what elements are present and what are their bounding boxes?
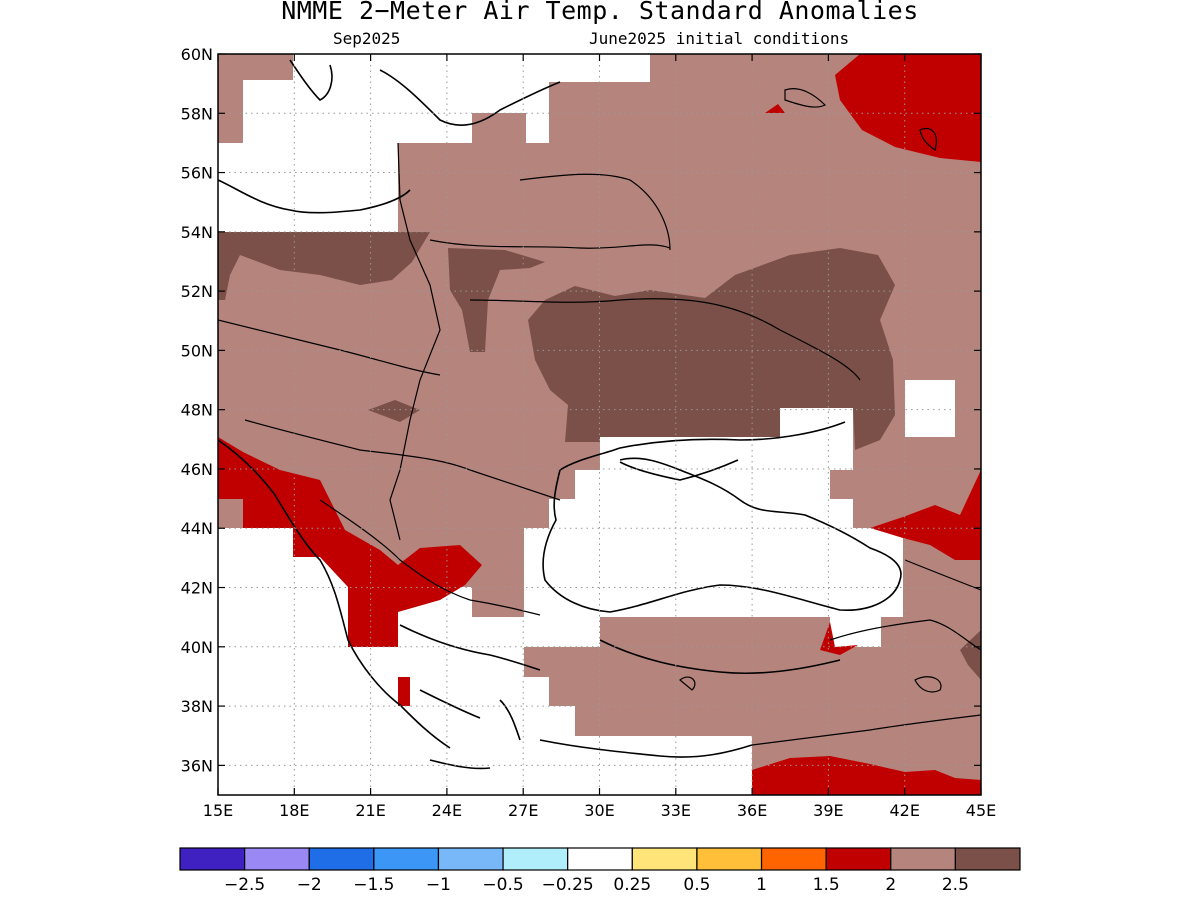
map-fill-layer [218, 54, 981, 795]
colorbar-swatch [179, 847, 246, 871]
anomaly-region-dark-caucasus [960, 630, 981, 680]
anomaly-region-red-syria [752, 756, 981, 795]
lat-tick-label: 36N [181, 756, 213, 775]
lat-tick-label: 56N [181, 164, 213, 183]
subtitle-valid-month: Sep2025 [333, 29, 401, 48]
anomaly-region-dark-hungary [368, 400, 420, 422]
lat-tick-label: 50N [181, 341, 213, 360]
lakes-layer [679, 88, 942, 693]
colorbar: −2.5 −2 −1.5 −1 −0.5 −0.25 0.25 0.5 1 1.5 2 2.5 [179, 847, 1021, 895]
lon-tick-label: 27E [508, 801, 538, 820]
lat-tick-label: 48N [181, 401, 213, 420]
anomaly-region-red-greece [398, 677, 410, 706]
lon-tick-label: 18E [279, 801, 309, 820]
coastline-layer [218, 59, 902, 770]
lon-tick-label: 24E [432, 801, 462, 820]
colorbar-swatch [567, 847, 633, 871]
colorbar-label: 1.5 [813, 875, 840, 895]
lat-tick-label: 54N [181, 223, 213, 242]
anomaly-region-red-moscow [765, 104, 785, 113]
colorbar-swatch [760, 847, 827, 871]
lon-tick-label: 42E [889, 801, 919, 820]
lat-tick-label: 40N [181, 638, 213, 657]
lat-tick-label: 38N [181, 697, 213, 716]
lon-tick-label: 45E [966, 801, 996, 820]
latitude-axis: 60N 58N 56N 54N 52N 50N 48N 46N 44N 42N 40N 38N 36N [181, 45, 981, 775]
colorbar-label: 2 [885, 875, 896, 895]
colorbar-label: 0.25 [613, 875, 651, 895]
lon-tick-label: 15E [203, 801, 233, 820]
lon-tick-label: 36E [737, 801, 767, 820]
colorbar-swatch [825, 847, 892, 871]
anomaly-region-dark-west [218, 232, 430, 300]
colorbar-label: 0.5 [683, 875, 710, 895]
colorbar-label: −1.5 [353, 875, 394, 895]
colorbar-label: −0.25 [542, 875, 594, 895]
chart-title: NMME 2−Meter Air Temp. Standard Anomalie… [281, 0, 919, 25]
colorbar-swatch [890, 847, 956, 871]
colorbar-swatch [696, 847, 763, 871]
colorbar-swatch [502, 847, 569, 871]
lat-tick-label: 58N [181, 104, 213, 123]
anomaly-region-red-black-sea-east [870, 470, 981, 560]
colorbar-label: −0.5 [482, 875, 523, 895]
lon-tick-label: 21E [355, 801, 385, 820]
colorbar-swatch [373, 847, 440, 871]
colorbar-label: −2.5 [224, 875, 265, 895]
colorbar-label: 1 [756, 875, 767, 895]
colorbar-swatch [631, 847, 698, 871]
border-layer [218, 142, 981, 746]
colorbar-label: −2 [297, 875, 322, 895]
lon-tick-label: 33E [661, 801, 691, 820]
anomaly-region-red-balkans [218, 437, 482, 647]
anomaly-region-dark-east [528, 248, 895, 450]
colorbar-swatch [437, 847, 504, 871]
lat-tick-label: 42N [181, 579, 213, 598]
colorbar-swatch [244, 847, 310, 871]
subtitle-initial-conditions: June2025 initial conditions [589, 29, 850, 48]
colorbar-label: −1 [426, 875, 451, 895]
longitude-axis: 15E 18E 21E 24E 27E 30E 33E 36E 39E 42E 45E [203, 54, 996, 820]
colorbar-swatch [308, 847, 375, 871]
lon-tick-label: 39E [813, 801, 843, 820]
lat-tick-label: 46N [181, 460, 213, 479]
colorbar-label: 2.5 [942, 875, 969, 895]
lat-tick-label: 44N [181, 519, 213, 538]
colorbar-swatch [954, 847, 1021, 871]
lon-tick-label: 30E [584, 801, 614, 820]
anomaly-region-red-russia-ne [835, 54, 981, 162]
anomaly-region-dark-central [448, 248, 545, 352]
lat-tick-label: 52N [181, 282, 213, 301]
lat-tick-label: 60N [181, 45, 213, 64]
